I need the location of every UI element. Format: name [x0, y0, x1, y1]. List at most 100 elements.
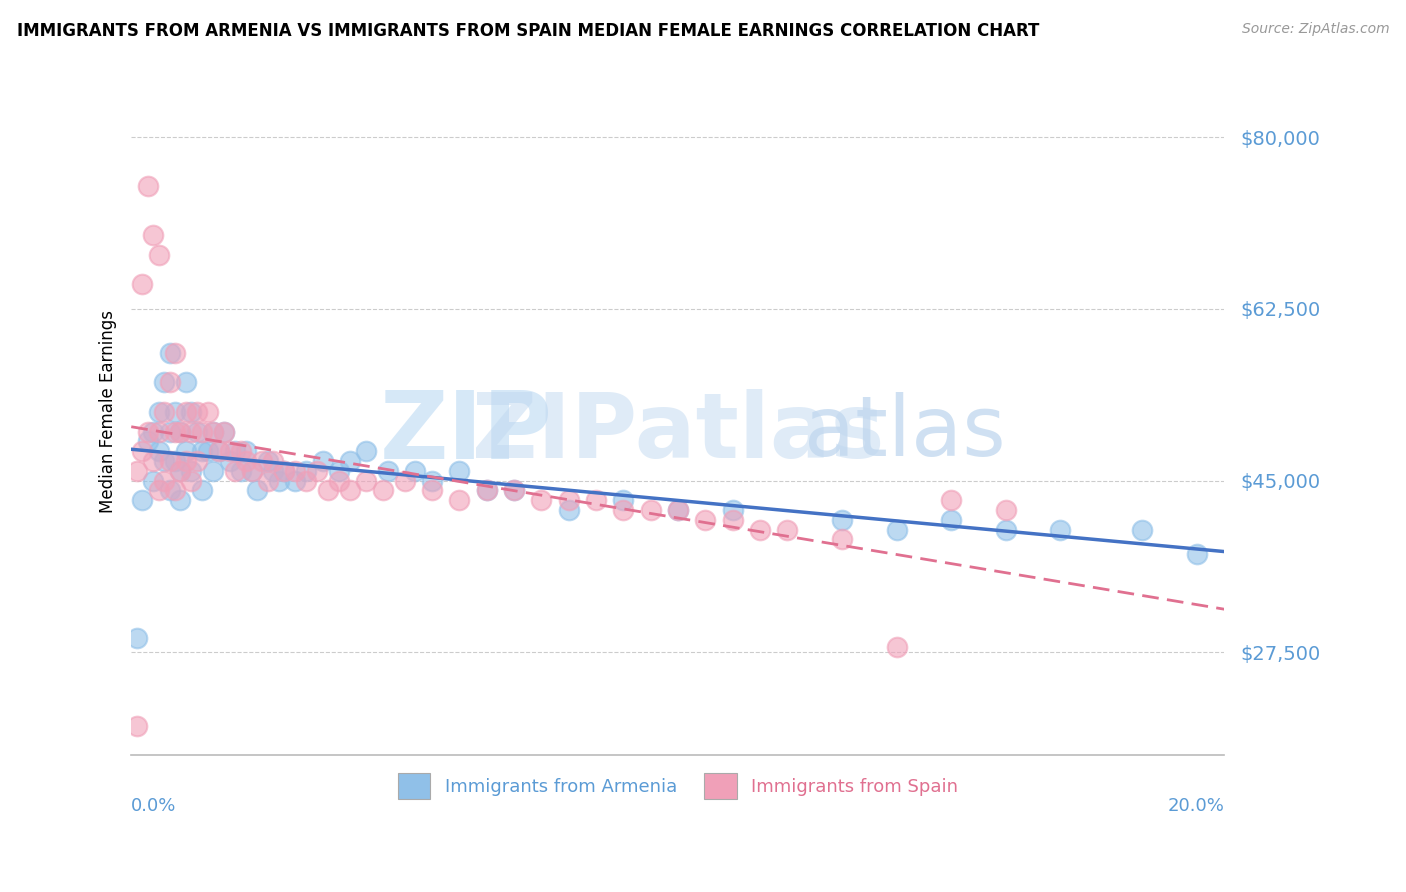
Point	[449, 493, 471, 508]
Point	[163, 425, 186, 439]
Point	[475, 483, 498, 498]
Point	[131, 493, 153, 508]
Point	[180, 464, 202, 478]
Point	[557, 493, 579, 508]
Point	[831, 513, 853, 527]
Point	[695, 513, 717, 527]
Point	[339, 483, 361, 498]
Point	[202, 464, 225, 478]
Point	[666, 503, 689, 517]
Point	[356, 474, 378, 488]
Point	[557, 503, 579, 517]
Point	[831, 533, 853, 547]
Point	[159, 425, 181, 439]
Text: 0.0%: 0.0%	[131, 797, 177, 814]
Point	[159, 483, 181, 498]
Point	[994, 503, 1017, 517]
Text: 20.0%: 20.0%	[1167, 797, 1225, 814]
Point	[218, 444, 240, 458]
Point	[169, 425, 191, 439]
Point	[131, 444, 153, 458]
Point	[159, 346, 181, 360]
Point	[721, 503, 744, 517]
Point	[169, 464, 191, 478]
Point	[125, 719, 148, 733]
Point	[284, 464, 307, 478]
Point	[328, 474, 350, 488]
Legend: Immigrants from Armenia, Immigrants from Spain: Immigrants from Armenia, Immigrants from…	[385, 761, 970, 812]
Point	[163, 454, 186, 468]
Point	[191, 444, 214, 458]
Point	[212, 425, 235, 439]
Point	[295, 474, 318, 488]
Text: ZIPatlas: ZIPatlas	[471, 389, 884, 476]
Point	[405, 464, 427, 478]
Point	[328, 464, 350, 478]
Point	[612, 493, 634, 508]
Text: IMMIGRANTS FROM ARMENIA VS IMMIGRANTS FROM SPAIN MEDIAN FEMALE EARNINGS CORRELAT: IMMIGRANTS FROM ARMENIA VS IMMIGRANTS FR…	[17, 22, 1039, 40]
Point	[886, 523, 908, 537]
Point	[153, 474, 176, 488]
Point	[191, 483, 214, 498]
Point	[229, 464, 252, 478]
Point	[142, 425, 165, 439]
Point	[159, 376, 181, 390]
Point	[941, 513, 963, 527]
Point	[169, 464, 191, 478]
Point	[174, 405, 197, 419]
Point	[148, 483, 170, 498]
Point	[153, 376, 176, 390]
Point	[420, 483, 443, 498]
Text: ZIP: ZIP	[380, 386, 553, 478]
Point	[502, 483, 524, 498]
Point	[148, 444, 170, 458]
Point	[420, 474, 443, 488]
Point	[153, 405, 176, 419]
Point	[994, 523, 1017, 537]
Point	[153, 454, 176, 468]
Point	[394, 474, 416, 488]
Point	[748, 523, 770, 537]
Point	[163, 346, 186, 360]
Point	[224, 444, 246, 458]
Point	[284, 474, 307, 488]
Point	[252, 454, 274, 468]
Y-axis label: Median Female Earnings: Median Female Earnings	[100, 310, 117, 514]
Point	[612, 503, 634, 517]
Point	[240, 464, 263, 478]
Point	[197, 444, 219, 458]
Point	[776, 523, 799, 537]
Point	[131, 277, 153, 292]
Point	[339, 454, 361, 468]
Point	[235, 444, 257, 458]
Point	[371, 483, 394, 498]
Point	[163, 483, 186, 498]
Point	[180, 425, 202, 439]
Point	[240, 464, 263, 478]
Point	[886, 640, 908, 655]
Point	[449, 464, 471, 478]
Point	[186, 425, 208, 439]
Point	[267, 474, 290, 488]
Point	[1185, 547, 1208, 561]
Point	[475, 483, 498, 498]
Point	[246, 483, 269, 498]
Point	[502, 483, 524, 498]
Point	[180, 474, 202, 488]
Point	[295, 464, 318, 478]
Point	[257, 454, 280, 468]
Text: Source: ZipAtlas.com: Source: ZipAtlas.com	[1241, 22, 1389, 37]
Point	[640, 503, 662, 517]
Point	[191, 425, 214, 439]
Point	[202, 425, 225, 439]
Point	[169, 493, 191, 508]
Point	[125, 631, 148, 645]
Text: atlas: atlas	[804, 392, 1005, 473]
Point	[180, 405, 202, 419]
Point	[197, 405, 219, 419]
Point	[208, 444, 231, 458]
Point	[136, 425, 159, 439]
Point	[186, 454, 208, 468]
Point	[666, 503, 689, 517]
Point	[142, 228, 165, 243]
